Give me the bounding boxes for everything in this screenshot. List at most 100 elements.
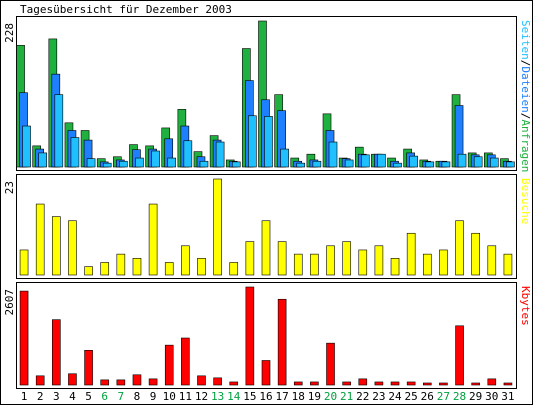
bar <box>393 162 402 168</box>
y-axis-label: Kbytes <box>519 286 532 326</box>
x-tick-label: 13 <box>211 390 224 403</box>
x-tick-label: 20 <box>324 390 337 403</box>
bar <box>100 262 110 276</box>
x-tick-label: 17 <box>276 390 289 403</box>
bar <box>503 382 513 386</box>
panel <box>16 174 517 279</box>
bar <box>326 342 335 386</box>
x-tick-label: 1 <box>21 390 28 403</box>
x-tick-label: 4 <box>69 390 76 403</box>
x-tick-label: 15 <box>243 390 256 403</box>
legend: Seiten/Dateien/Anfragen <box>519 20 532 172</box>
x-tick-label: 2 <box>37 390 44 403</box>
bar <box>358 249 368 276</box>
bar <box>455 325 464 386</box>
y-tick-label: 23 <box>3 181 16 194</box>
legend-entry: Anfragen <box>519 119 532 172</box>
bar <box>487 245 497 276</box>
bar <box>248 115 257 168</box>
x-tick-label: 14 <box>227 390 241 403</box>
bar <box>360 154 370 168</box>
bar <box>68 373 77 386</box>
x-tick-label: 23 <box>372 390 385 403</box>
bar <box>293 381 303 386</box>
bar <box>503 253 513 276</box>
bar <box>148 378 158 386</box>
bar <box>229 262 239 276</box>
bar <box>84 350 93 386</box>
legend-separator: / <box>519 60 532 67</box>
bar <box>245 286 255 386</box>
bar <box>22 125 31 168</box>
bar <box>197 258 206 276</box>
x-tick-label: 24 <box>388 390 402 403</box>
bar <box>342 381 351 386</box>
x-tick-label: 31 <box>501 390 514 403</box>
bar <box>277 298 287 386</box>
bar <box>19 290 29 386</box>
x-tick-label: 22 <box>356 390 369 403</box>
bar <box>119 160 128 168</box>
bar <box>490 157 499 168</box>
bar <box>245 241 255 276</box>
bar <box>231 161 241 168</box>
bar <box>86 158 96 168</box>
bar <box>439 382 448 386</box>
bar <box>406 381 416 386</box>
bar <box>100 379 110 386</box>
bar <box>439 249 448 276</box>
bar <box>328 141 338 168</box>
bar <box>229 381 239 386</box>
chart-title: Tagesübersicht für Dezember 2003 <box>20 3 232 16</box>
bar <box>390 381 400 386</box>
x-tick-label: 21 <box>340 390 353 403</box>
bar <box>199 160 209 168</box>
bar <box>455 220 464 276</box>
x-tick-label: 16 <box>259 390 272 403</box>
bar <box>52 216 61 276</box>
bar <box>213 178 222 276</box>
bar <box>487 378 497 386</box>
bar <box>132 374 142 386</box>
x-tick-label: 7 <box>118 390 125 403</box>
legend-entry: Seiten <box>519 20 532 60</box>
legend-separator: / <box>519 113 532 120</box>
bar <box>84 266 93 276</box>
bar <box>344 159 354 168</box>
x-tick-label: 18 <box>292 390 305 403</box>
x-tick-label: 29 <box>469 390 482 403</box>
bar <box>261 220 271 276</box>
x-tick-label: 28 <box>453 390 466 403</box>
bar <box>52 319 61 386</box>
x-tick-label: 5 <box>85 390 92 403</box>
x-tick-label: 27 <box>437 390 450 403</box>
bar <box>181 337 190 386</box>
x-tick-label: 26 <box>421 390 434 403</box>
bar <box>19 249 29 276</box>
bar <box>342 241 351 276</box>
bar <box>296 162 306 168</box>
y-axis-label: Besuche <box>519 178 532 224</box>
bar <box>441 161 451 168</box>
x-tick-label: 30 <box>485 390 498 403</box>
bar <box>293 253 303 276</box>
x-tick-label: 19 <box>308 390 321 403</box>
bar <box>70 137 80 168</box>
bar <box>310 253 319 276</box>
bar <box>54 94 64 168</box>
bar <box>38 152 47 168</box>
legend-entry: Dateien <box>519 66 532 112</box>
bar <box>471 382 480 386</box>
bar <box>377 153 386 168</box>
y-tick-label: 228 <box>3 23 16 43</box>
bar <box>151 150 160 168</box>
bar <box>183 140 193 168</box>
bar <box>35 375 45 386</box>
bar <box>406 232 416 276</box>
bar <box>116 379 126 386</box>
bar <box>374 245 384 276</box>
bar <box>422 382 432 386</box>
bar <box>358 378 368 386</box>
y-tick-label: 2607 <box>3 289 16 316</box>
bar <box>164 344 174 386</box>
